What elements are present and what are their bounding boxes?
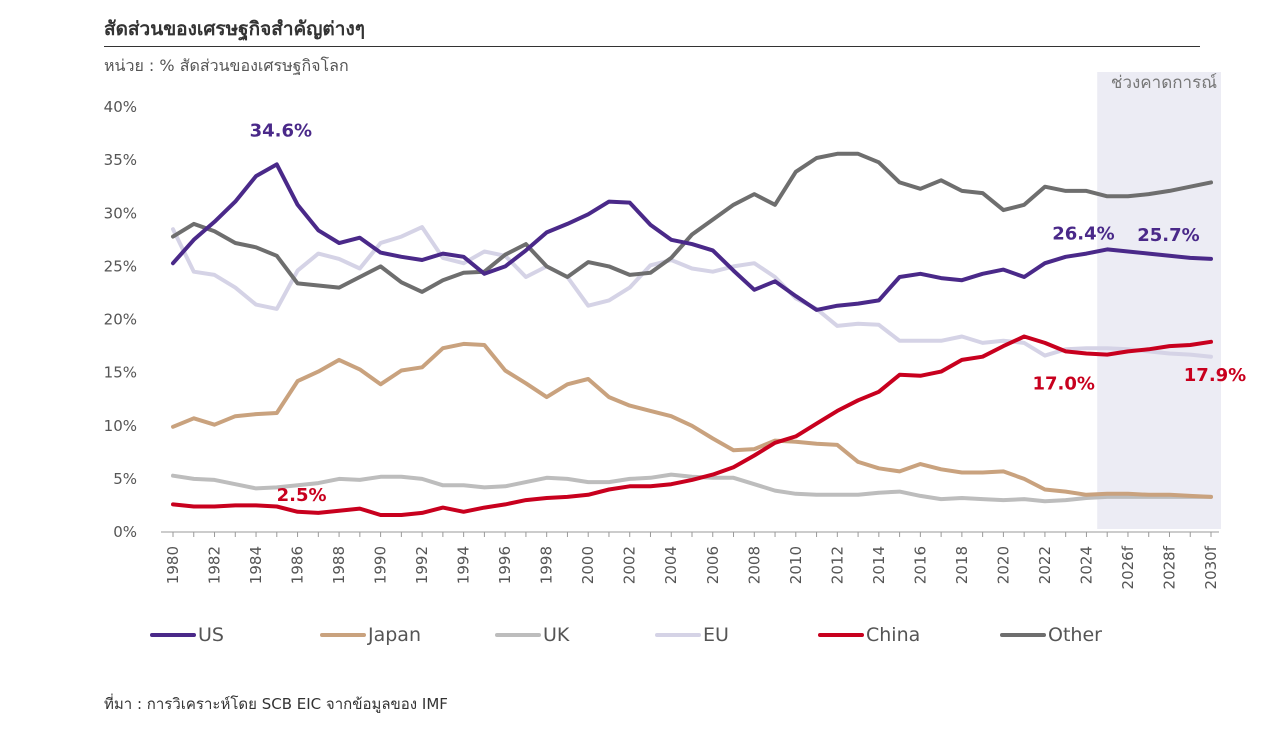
- series-line-us: [171, 162, 1213, 312]
- x-tick-label: 2008: [745, 546, 763, 584]
- y-tick-label: 20%: [104, 311, 137, 329]
- x-tick-label: 1988: [330, 546, 348, 584]
- x-tick-label: 1992: [413, 546, 431, 584]
- x-tick-label: 1998: [538, 546, 556, 584]
- legend-item-other: Other: [1000, 624, 1102, 646]
- legend-item-uk: UK: [495, 624, 569, 646]
- chart-legend: US Japan UK EU China Other: [150, 624, 1150, 652]
- legend-swatch: [818, 633, 864, 637]
- legend-swatch: [495, 633, 541, 637]
- series-line-uk: [171, 472, 1213, 504]
- legend-label: Japan: [368, 624, 421, 646]
- legend-item-china: China: [818, 624, 920, 646]
- x-tick-label: 1996: [496, 546, 514, 584]
- forecast-region-label: ช่วงคาดการณ์: [1111, 73, 1217, 93]
- chart-title: สัดส่วนของเศรษฐกิจสำคัญต่างๆ: [104, 18, 365, 40]
- x-tick-label: 1990: [372, 546, 390, 584]
- x-tick-label: 2000: [579, 546, 597, 584]
- annotation-label: 25.7%: [1137, 225, 1199, 246]
- x-tick-label: 1980: [164, 546, 182, 584]
- y-tick-label: 35%: [104, 151, 137, 169]
- axis-layer: 0% 5% 10% 15% 20% 25% 30% 35% 40% 1980 1982 1984 198…: [104, 98, 1220, 589]
- legend-label: UK: [543, 624, 570, 646]
- y-tick-label: 30%: [104, 204, 137, 222]
- y-tick-label: 10%: [104, 417, 137, 435]
- x-tick-label: 2016: [911, 546, 929, 584]
- x-tick-label: 2010: [787, 546, 805, 584]
- x-tick-label: 2006: [704, 546, 722, 584]
- x-tick-label: 1984: [247, 546, 265, 584]
- y-tick-label: 5%: [113, 470, 137, 488]
- annotation-layer: 34.6% 26.4% 25.7% 2.5% 17.0% 17.9%: [250, 120, 1247, 505]
- x-tick-label: 2026f: [1119, 545, 1137, 589]
- line-chart: ช่วงคาดการณ์ 0% 5% 10% 15% 20% 25% 30% 35% 40% 19…: [104, 72, 1247, 589]
- series-line-japan: [171, 341, 1213, 499]
- annotation-label: 2.5%: [277, 485, 327, 506]
- legend-item-japan: Japan: [320, 624, 421, 646]
- x-tick-label: 1982: [206, 546, 224, 584]
- series-layer: [171, 151, 1213, 517]
- y-tick-label: 0%: [113, 523, 137, 541]
- legend-swatch: [655, 633, 701, 637]
- x-tick-label: 2004: [662, 546, 680, 584]
- annotation-label: 34.6%: [250, 120, 312, 141]
- x-tick-label: 2002: [621, 546, 639, 584]
- legend-label: EU: [703, 624, 729, 646]
- y-tick-label: 25%: [104, 257, 137, 275]
- x-tick-label: 2022: [1036, 546, 1054, 584]
- forecast-region-layer: ช่วงคาดการณ์: [1097, 72, 1221, 529]
- x-tick-label: 2020: [994, 546, 1012, 584]
- legend-swatch: [150, 633, 196, 637]
- series-line-china: [171, 334, 1213, 517]
- annotation-label: 17.9%: [1184, 365, 1246, 386]
- x-tick-label: 2030f: [1202, 545, 1220, 589]
- x-tick-label: 1994: [455, 546, 473, 584]
- series-line-other: [171, 151, 1213, 294]
- x-tick-label: 2012: [828, 546, 846, 584]
- series-line-eu: [171, 225, 1213, 359]
- legend-swatch: [1000, 633, 1046, 637]
- y-tick-label: 40%: [104, 98, 137, 116]
- legend-label: China: [866, 624, 921, 646]
- title-divider: [104, 46, 1200, 47]
- annotation-label: 26.4%: [1052, 224, 1114, 245]
- legend-label: Other: [1048, 624, 1102, 646]
- x-tick-label: 2014: [870, 546, 888, 584]
- x-tick-label: 2028f: [1160, 545, 1178, 589]
- y-tick-label: 15%: [104, 364, 137, 382]
- legend-label: US: [198, 624, 224, 646]
- annotation-label: 17.0%: [1032, 373, 1094, 394]
- source-note: ที่มา : การวิเคราะห์โดย SCB EIC จากข้อมู…: [104, 695, 448, 713]
- x-tick-label: 2018: [953, 546, 971, 584]
- legend-item-eu: EU: [655, 624, 729, 646]
- forecast-region: [1097, 72, 1221, 529]
- x-tick-label: 1986: [289, 546, 307, 584]
- legend-swatch: [320, 633, 366, 637]
- x-tick-label: 2024: [1077, 546, 1095, 584]
- legend-item-us: US: [150, 624, 224, 646]
- unit-label: หน่วย : % สัดส่วนของเศรษฐกิจโลก: [104, 56, 349, 75]
